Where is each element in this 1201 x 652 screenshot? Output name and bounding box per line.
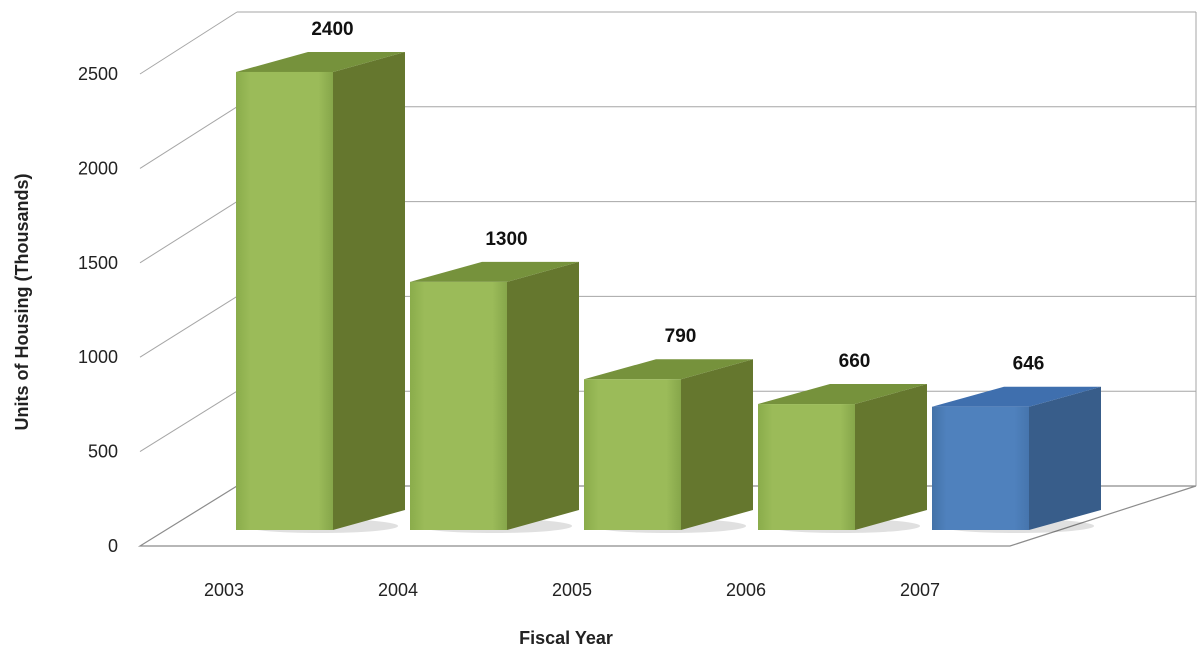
bar-side-face bbox=[333, 51, 405, 530]
side-gridline bbox=[139, 11, 238, 75]
bars-group bbox=[236, 51, 1101, 533]
x-tick-label: 2007 bbox=[900, 580, 940, 600]
x-tick-label: 2006 bbox=[726, 580, 766, 600]
bar-top-face bbox=[236, 51, 405, 72]
data-label: 2400 bbox=[311, 19, 353, 40]
y-tick-label: 2000 bbox=[78, 158, 118, 178]
side-gridline bbox=[139, 295, 238, 358]
bar-front-face bbox=[584, 379, 681, 530]
data-label: 646 bbox=[1013, 354, 1045, 375]
bar-2004 bbox=[410, 261, 579, 533]
bar-front-face bbox=[236, 71, 333, 531]
bar-2003 bbox=[236, 51, 405, 533]
bar-top-face bbox=[932, 386, 1101, 407]
bar-side-face bbox=[507, 261, 579, 530]
bar-top-face bbox=[758, 384, 927, 405]
y-tick-label: 1000 bbox=[78, 347, 118, 367]
bar-front-face bbox=[758, 404, 855, 530]
y-tick-label: 0 bbox=[108, 536, 118, 556]
bar-2005 bbox=[584, 359, 753, 533]
y-tick-label: 500 bbox=[88, 442, 118, 462]
x-tick-label: 2004 bbox=[378, 580, 418, 600]
bar-top-face bbox=[410, 261, 579, 282]
x-tick-label: 2005 bbox=[552, 580, 592, 600]
bar-side-face bbox=[855, 384, 927, 530]
bar-front-face bbox=[932, 406, 1029, 530]
bar-front-face bbox=[410, 281, 507, 530]
data-label: 660 bbox=[839, 351, 871, 372]
x-tick-label: 2003 bbox=[204, 580, 244, 600]
y-tick-label: 2500 bbox=[78, 64, 118, 84]
side-gridline bbox=[139, 390, 238, 453]
side-gridline bbox=[139, 106, 238, 169]
bar-2007 bbox=[932, 386, 1101, 533]
side-gridline bbox=[139, 201, 238, 264]
data-label: 790 bbox=[665, 326, 697, 347]
bar-side-face bbox=[1029, 386, 1101, 530]
bar-2006 bbox=[758, 384, 927, 533]
y-axis-title: Units of Housing (Thousands) bbox=[12, 174, 32, 431]
bar-top-face bbox=[584, 359, 753, 380]
data-label: 1300 bbox=[485, 229, 527, 250]
labels-group: 0 500 1000 1500 2000 2500 2400 2003 1300 2004 790 2… bbox=[78, 19, 1044, 600]
bar-side-face bbox=[681, 359, 753, 530]
x-axis-title: Fiscal Year bbox=[519, 628, 613, 648]
y-tick-label: 1500 bbox=[78, 253, 118, 273]
